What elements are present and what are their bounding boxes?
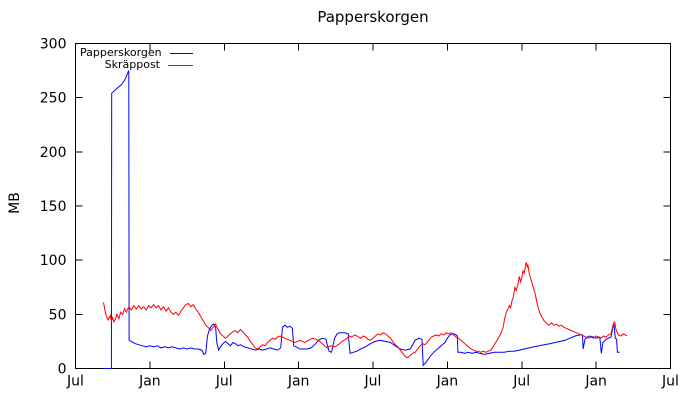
x-tick-label: Jan [584,374,607,390]
legend-line-sample-skrappost [168,64,193,66]
x-tick-label: Jan [287,374,310,390]
axis-ticks [75,43,671,369]
x-tick-label: Jan [436,374,459,390]
legend-item-skrappost: Skräppost [80,59,193,71]
plot-border [75,43,671,369]
y-tick-label: 150 [40,199,67,215]
legend-item-papperskorgen: Papperskorgen [80,47,193,59]
series-line-skrppost [103,262,628,359]
x-tick-label: Jul [364,374,382,390]
y-tick-label: 300 [40,37,67,53]
legend-label-skrappost: Skräppost [104,58,160,71]
y-axis-label: MB [7,192,23,214]
y-tick-label: 0 [58,362,67,378]
x-tick-label: Jul [661,374,679,390]
y-tick-label: 50 [49,307,67,323]
legend-label-papperskorgen: Papperskorgen [80,46,162,59]
legend: Papperskorgen Skräppost [80,47,193,71]
x-tick-label: Jul [66,374,84,390]
x-tick-label: Jul [215,374,233,390]
y-tick-label: 100 [40,253,67,269]
chart-title: Papperskorgen [317,8,429,26]
y-tick-label: 250 [40,91,67,107]
x-tick-label: Jan [138,374,161,390]
series-line-papperskorgen [104,70,620,369]
y-tick-label: 200 [40,145,67,161]
legend-line-sample-papperskorgen [169,52,193,54]
x-tick-label: Jul [512,374,530,390]
